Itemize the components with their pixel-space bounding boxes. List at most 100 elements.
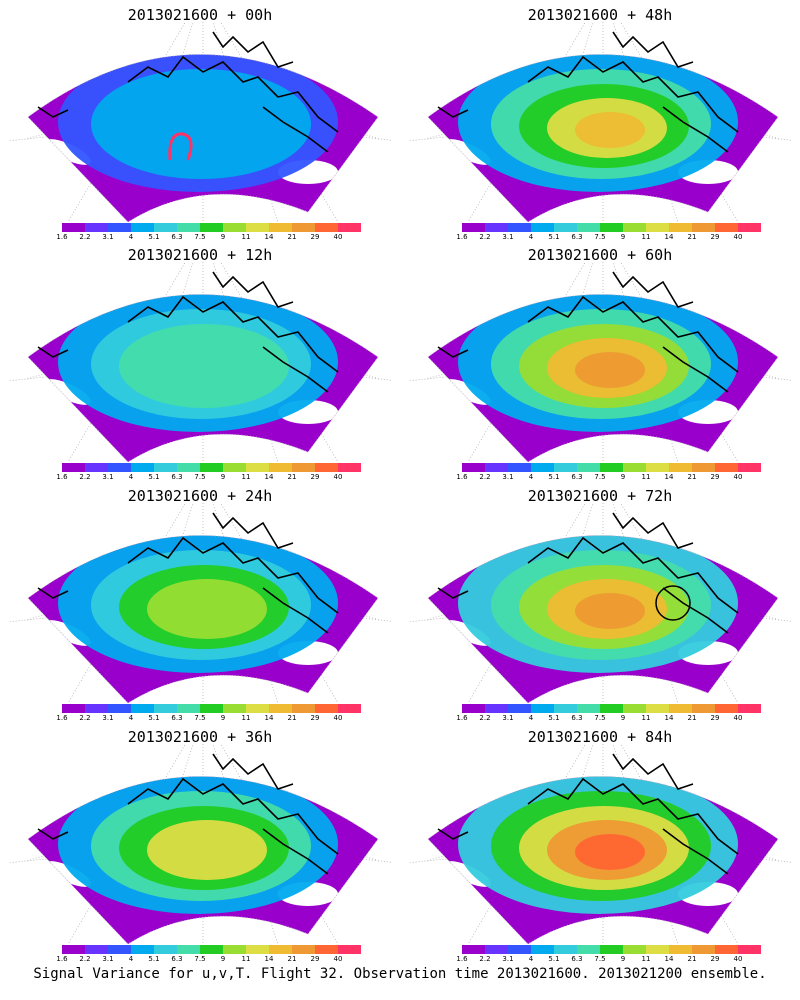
colorbar-segment [62, 945, 85, 954]
colorbar [62, 945, 361, 954]
colorbar-segment [715, 463, 738, 472]
colorbar-tick-label: 21 [687, 233, 697, 241]
panel-title: 2013021600 + 24h [127, 487, 273, 505]
map-panel: 2013021600 + 00h 1.6 2.2 3.1 4 5.1 6.3 7.5 9 11 14… [0, 0, 400, 243]
colorbar-tick-label: 5.1 [548, 233, 560, 241]
colorbar-tick-label: 14 [264, 955, 274, 963]
panel-title: 2013021600 + 72h [527, 487, 673, 505]
colorbar-segment [85, 945, 108, 954]
colorbar-tick-label: 1.6 [56, 955, 68, 963]
colorbar-segment [269, 945, 292, 954]
colorbar-segment [577, 704, 600, 713]
colorbar-segment [692, 463, 715, 472]
colorbar-tick-label: 5.1 [148, 233, 160, 241]
colorbar-segment [177, 463, 200, 472]
colorbar-segment [554, 945, 577, 954]
colorbar-tick-label: 2.2 [79, 473, 91, 481]
colorbar-segment [108, 463, 131, 472]
colorbar-segment [269, 704, 292, 713]
colorbar-ticks: 1.6 2.2 3.1 4 5.1 6.3 7.5 9 11 14 21 29 40 [0, 714, 400, 724]
colorbar-segment [62, 704, 85, 713]
colorbar-segment [200, 704, 223, 713]
coastline [437, 31, 739, 153]
colorbar-segment [462, 704, 485, 713]
colorbar-segment [177, 945, 200, 954]
colorbar-tick-label: 14 [664, 233, 674, 241]
colorbar-segment [154, 223, 177, 232]
colorbar-segment [108, 223, 131, 232]
colorbar-segment [338, 704, 361, 713]
colorbar-segment [508, 223, 531, 232]
colorbar-tick-label: 4 [528, 714, 534, 722]
colorbar-tick-label: 29 [310, 714, 320, 722]
colorbar-tick-label: 3.1 [102, 233, 114, 241]
colorbar-tick-label: 4 [128, 233, 134, 241]
colorbar-tick-label: 6.3 [571, 955, 583, 963]
colorbar-tick-label: 2.2 [79, 955, 91, 963]
colorbar-segment [462, 945, 485, 954]
colorbar-tick-label: 9 [620, 714, 626, 722]
colorbar-segment [223, 704, 246, 713]
colorbar-segment [154, 704, 177, 713]
colorbar-segment [623, 463, 646, 472]
colorbar-tick-label: 4 [528, 473, 534, 481]
colorbar-segment [315, 463, 338, 472]
colorbar-tick-label: 2.2 [479, 714, 491, 722]
colorbar-tick-label: 3.1 [502, 714, 514, 722]
colorbar-segment [85, 704, 108, 713]
coastline [37, 512, 339, 634]
colorbar-tick-label: 3.1 [102, 714, 114, 722]
colorbar-segment [531, 945, 554, 954]
panel-title: 2013021600 + 12h [127, 246, 273, 264]
colorbar-tick-label: 14 [664, 714, 674, 722]
colorbar-tick-label: 40 [333, 955, 343, 963]
map-panel: 2013021600 + 12h 1.6 2.2 3.1 4 5.1 6.3 7.5 9 11 14… [0, 240, 400, 481]
colorbar-segment [154, 945, 177, 954]
colorbar-segment [623, 223, 646, 232]
colorbar-segment [246, 463, 269, 472]
colorbar-segment [269, 223, 292, 232]
colorbar-tick-label: 9 [220, 714, 226, 722]
colorbar-tick-label: 9 [620, 233, 626, 241]
colorbar-segment [131, 463, 154, 472]
colorbar-segment [62, 223, 85, 232]
colorbar-tick-label: 40 [733, 714, 743, 722]
colorbar-segment [623, 704, 646, 713]
colorbar-tick-label: 6.3 [171, 233, 183, 241]
colorbar-tick-label: 40 [333, 473, 343, 481]
colorbar-segment [223, 223, 246, 232]
variance-field [28, 776, 378, 944]
colorbar-segment [292, 463, 315, 472]
colorbar-segment [715, 704, 738, 713]
colorbar-segment [508, 704, 531, 713]
variance-field [428, 535, 778, 703]
colorbar-tick-label: 7.5 [194, 233, 206, 241]
colorbar-segment [131, 223, 154, 232]
map-panel: 2013021600 + 60h 1.6 2.2 3.1 4 5.1 6.3 7.5 9 11 14… [400, 240, 800, 481]
colorbar-ticks: 1.6 2.2 3.1 4 5.1 6.3 7.5 9 11 14 21 29 40 [0, 233, 400, 243]
colorbar-segment [338, 463, 361, 472]
colorbar-tick-label: 2.2 [79, 233, 91, 241]
colorbar-ticks: 1.6 2.2 3.1 4 5.1 6.3 7.5 9 11 14 21 29 40 [0, 955, 400, 965]
colorbar-segment [600, 945, 623, 954]
colorbar-tick-label: 6.3 [171, 955, 183, 963]
colorbar-tick-label: 40 [333, 233, 343, 241]
colorbar-tick-label: 14 [264, 473, 274, 481]
colorbar [62, 223, 361, 232]
colorbar-segment [154, 463, 177, 472]
colorbar-tick-label: 40 [333, 714, 343, 722]
colorbar [462, 704, 761, 713]
panel-title: 2013021600 + 36h [127, 728, 273, 746]
colorbar-segment [85, 463, 108, 472]
colorbar-tick-label: 29 [710, 955, 720, 963]
colorbar-tick-label: 4 [128, 473, 134, 481]
signal-variance-map [408, 744, 792, 944]
colorbar-tick-label: 29 [310, 473, 320, 481]
coastline [437, 512, 739, 634]
colorbar-tick-label: 29 [710, 233, 720, 241]
colorbar-tick-label: 6.3 [571, 714, 583, 722]
variance-field [428, 776, 778, 944]
colorbar-segment [246, 223, 269, 232]
variance-field [428, 294, 778, 462]
colorbar-tick-label: 11 [241, 714, 251, 722]
